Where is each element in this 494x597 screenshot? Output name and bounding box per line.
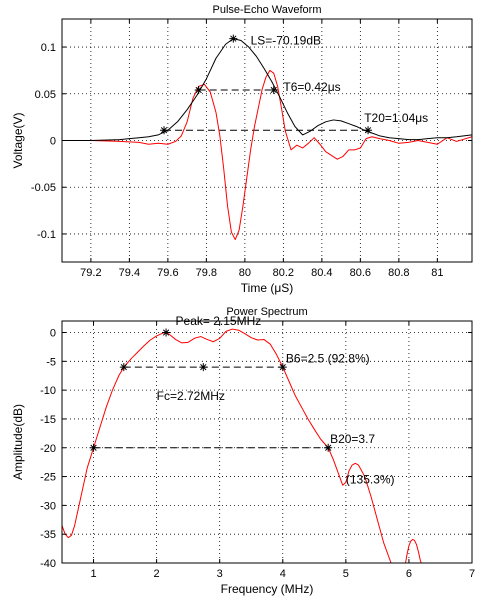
series-line-2 (405, 538, 422, 563)
chart-title: Power Spectrum (226, 306, 307, 318)
annotation-label: Fc=2.72MHz (157, 389, 225, 403)
y-tick-label: -15 (40, 414, 56, 426)
plot-background (62, 321, 472, 563)
marker-star (89, 443, 98, 452)
y-tick-label: 0 (50, 136, 56, 148)
x-tick-label: 79.6 (157, 267, 178, 279)
marker-star (364, 126, 373, 135)
marker-star (269, 86, 278, 95)
x-tick-label: 80.4 (311, 267, 332, 279)
y-tick-label: -35 (40, 529, 56, 541)
x-tick-label: 80 (239, 267, 251, 279)
x-tick-label: 80.2 (273, 267, 294, 279)
y-tick-label: 0 (50, 328, 56, 340)
annotation-label: B6=2.5 (92.8%) (286, 351, 370, 365)
series-line-2 (62, 38, 472, 141)
y-tick-label: -40 (40, 558, 56, 570)
marker-star (119, 363, 128, 372)
marker-star (162, 328, 171, 337)
annotation-label: (135.3%) (346, 472, 395, 486)
annotation-label: B20=3.7 (330, 432, 375, 446)
chart-2: 1 2 3 4 5 6 7 -40 -35 -30 -25 -20 -15 -10 -5 0 Power Spe… (11, 306, 475, 596)
x-tick-label: 80.6 (350, 267, 371, 279)
x-tick-label: 6 (406, 568, 412, 580)
plot-frame (61, 320, 473, 564)
y-tick-label: -5 (46, 356, 56, 368)
y-tick-label: -0.05 (31, 182, 56, 194)
annotation-label: T6=0.42μs (283, 80, 340, 94)
marker-star (229, 34, 238, 43)
x-tick-label: 7 (469, 568, 475, 580)
series-line-1 (62, 69, 472, 241)
x-tick-label: 79.2 (80, 267, 101, 279)
chart-title: Pulse-Echo Waveform (212, 4, 321, 16)
annotation-label: T20=1.04μs (364, 111, 428, 125)
x-tick-label: 2 (154, 568, 160, 580)
chart-1: 79.2 79.4 79.6 79.8 80 80.2 80.4 80.6 80.8 81 -0.1… (11, 4, 473, 295)
x-tick-label: 80.8 (388, 267, 409, 279)
y-tick-label: -20 (40, 443, 56, 455)
series-line-1 (62, 328, 392, 563)
y-tick-label: -30 (40, 500, 56, 512)
plot-data (62, 34, 472, 241)
y-tick-label: -10 (40, 385, 56, 397)
x-tick-label: 1 (90, 568, 96, 580)
x-tick-label: 79.8 (196, 267, 217, 279)
annotation-label: Peak= 2.15MHz (176, 314, 262, 328)
y-tick-label: -0.1 (37, 229, 56, 241)
x-axis-label: Time (μS) (241, 281, 293, 295)
y-axis-label: Amplitude(dB) (11, 404, 25, 480)
x-tick-label: 81 (431, 267, 443, 279)
y-tick-label: 0.1 (41, 42, 56, 54)
marker-star (160, 126, 169, 135)
plot-data (62, 328, 422, 563)
x-axis-label: Frequency (MHz) (221, 582, 314, 596)
marker-star (194, 86, 203, 95)
x-tick-label: 4 (280, 568, 286, 580)
marker-star (199, 363, 208, 372)
y-axis-label: Voltage(V) (11, 112, 25, 168)
y-tick-label: 0.05 (35, 89, 56, 101)
x-tick-label: 5 (343, 568, 349, 580)
marker-star (278, 363, 287, 372)
y-tick-label: -25 (40, 472, 56, 484)
x-tick-label: 79.4 (119, 267, 140, 279)
marker-star (324, 443, 333, 452)
annotation-label: LS=-70.19dB (251, 33, 321, 47)
x-tick-label: 3 (217, 568, 223, 580)
